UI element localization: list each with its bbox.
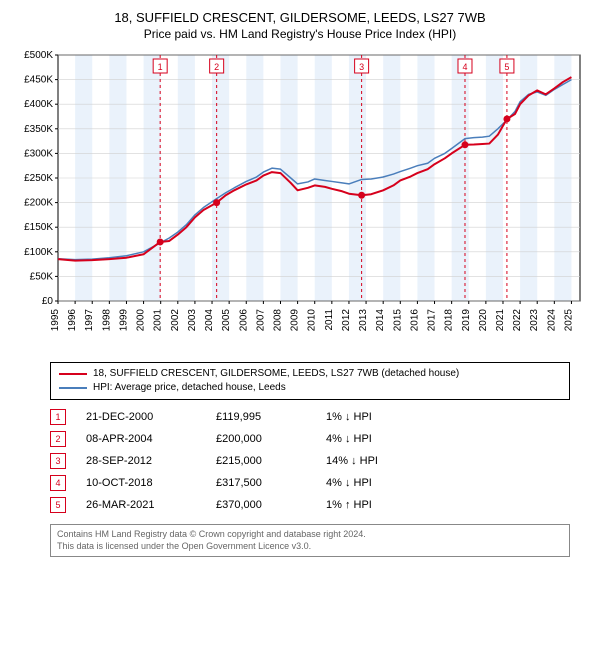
svg-text:1995: 1995 (50, 309, 61, 332)
transaction-price: £119,995 (216, 411, 306, 423)
transaction-diff: 4% ↓ HPI (326, 433, 416, 445)
price-chart-svg: £0 £50K £100K £150K £200K £250K £300K £350K £400… (10, 47, 590, 347)
footer-attribution: Contains HM Land Registry data © Crown c… (50, 524, 570, 557)
legend: 18, SUFFIELD CRESCENT, GILDERSOME, LEEDS… (50, 362, 570, 400)
svg-text:2005: 2005 (221, 309, 232, 332)
transaction-row: 5 26-MAR-2021 £370,000 1% ↑ HPI (50, 494, 570, 516)
svg-text:2015: 2015 (392, 309, 403, 332)
svg-text:2000: 2000 (136, 309, 147, 332)
svg-text:£300K: £300K (24, 148, 53, 159)
svg-text:2009: 2009 (290, 309, 301, 332)
transaction-date: 10-OCT-2018 (86, 477, 196, 489)
svg-text:2014: 2014 (375, 309, 386, 332)
svg-text:£150K: £150K (24, 222, 53, 233)
transaction-price: £317,500 (216, 477, 306, 489)
svg-text:2020: 2020 (478, 309, 489, 332)
svg-text:1999: 1999 (118, 309, 129, 332)
footer-line-2: This data is licensed under the Open Gov… (57, 541, 563, 553)
transaction-row: 3 28-SEP-2012 £215,000 14% ↓ HPI (50, 450, 570, 472)
transaction-diff: 4% ↓ HPI (326, 477, 416, 489)
transaction-marker: 5 (50, 497, 66, 513)
transaction-diff: 1% ↑ HPI (326, 499, 416, 511)
transaction-marker: 2 (50, 431, 66, 447)
transaction-row: 1 21-DEC-2000 £119,995 1% ↓ HPI (50, 406, 570, 428)
transaction-row: 4 10-OCT-2018 £317,500 4% ↓ HPI (50, 472, 570, 494)
svg-text:2002: 2002 (170, 309, 181, 332)
svg-text:2021: 2021 (495, 309, 506, 332)
svg-text:2007: 2007 (255, 309, 266, 332)
footer-line-1: Contains HM Land Registry data © Crown c… (57, 529, 563, 541)
transaction-marker: 4 (50, 475, 66, 491)
legend-row-red: 18, SUFFIELD CRESCENT, GILDERSOME, LEEDS… (59, 367, 561, 381)
svg-text:£350K: £350K (24, 124, 53, 135)
svg-text:£200K: £200K (24, 198, 53, 209)
legend-swatch-red (59, 373, 87, 375)
svg-text:£250K: £250K (24, 173, 53, 184)
svg-text:2016: 2016 (409, 309, 420, 332)
svg-text:£100K: £100K (24, 247, 53, 258)
transaction-date: 26-MAR-2021 (86, 499, 196, 511)
transaction-price: £200,000 (216, 433, 306, 445)
svg-text:4: 4 (462, 62, 467, 72)
transaction-price: £215,000 (216, 455, 306, 467)
legend-row-blue: HPI: Average price, detached house, Leed… (59, 381, 561, 395)
transaction-marker: 1 (50, 409, 66, 425)
svg-text:2023: 2023 (529, 309, 540, 332)
svg-text:2001: 2001 (153, 309, 164, 332)
svg-text:2006: 2006 (238, 309, 249, 332)
svg-text:2022: 2022 (512, 309, 523, 332)
svg-text:2013: 2013 (358, 309, 369, 332)
transaction-date: 08-APR-2004 (86, 433, 196, 445)
svg-text:£450K: £450K (24, 75, 53, 86)
svg-text:2024: 2024 (546, 309, 557, 332)
svg-text:3: 3 (359, 62, 364, 72)
transaction-marker: 3 (50, 453, 66, 469)
svg-text:2025: 2025 (563, 309, 574, 332)
svg-text:2003: 2003 (187, 309, 198, 332)
svg-text:£500K: £500K (24, 50, 53, 61)
svg-text:2004: 2004 (204, 309, 215, 332)
svg-text:£50K: £50K (30, 271, 54, 282)
svg-text:2012: 2012 (341, 309, 352, 332)
svg-text:2: 2 (214, 62, 219, 72)
transaction-row: 2 08-APR-2004 £200,000 4% ↓ HPI (50, 428, 570, 450)
svg-text:2011: 2011 (324, 309, 335, 331)
svg-text:2010: 2010 (307, 309, 318, 332)
legend-label-red: 18, SUFFIELD CRESCENT, GILDERSOME, LEEDS… (93, 367, 459, 381)
svg-text:5: 5 (504, 62, 509, 72)
chart-title: 18, SUFFIELD CRESCENT, GILDERSOME, LEEDS… (10, 10, 590, 25)
transaction-table: 1 21-DEC-2000 £119,995 1% ↓ HPI 2 08-APR-2004… (50, 406, 570, 516)
svg-text:2018: 2018 (444, 309, 455, 332)
transaction-date: 21-DEC-2000 (86, 411, 196, 423)
legend-swatch-blue (59, 387, 87, 389)
svg-text:1: 1 (158, 62, 163, 72)
chart-subtitle: Price paid vs. HM Land Registry's House … (10, 27, 590, 41)
svg-text:£400K: £400K (24, 99, 53, 110)
transaction-diff: 1% ↓ HPI (326, 411, 416, 423)
svg-text:1998: 1998 (101, 309, 112, 332)
transaction-diff: 14% ↓ HPI (326, 455, 416, 467)
svg-text:2017: 2017 (427, 309, 438, 332)
svg-text:1996: 1996 (67, 309, 78, 332)
svg-text:1997: 1997 (84, 309, 95, 332)
transaction-price: £370,000 (216, 499, 306, 511)
svg-text:2019: 2019 (461, 309, 472, 332)
svg-text:2008: 2008 (272, 309, 283, 332)
chart-area: £0 £50K £100K £150K £200K £250K £300K £350K £400… (10, 47, 590, 352)
legend-label-blue: HPI: Average price, detached house, Leed… (93, 381, 286, 395)
svg-text:£0: £0 (42, 296, 54, 307)
transaction-date: 28-SEP-2012 (86, 455, 196, 467)
